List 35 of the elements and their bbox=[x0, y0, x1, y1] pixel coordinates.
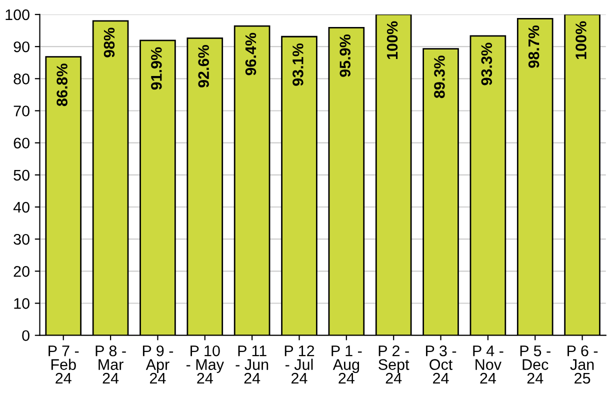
x-tick-label: P 6 - Jan 25 bbox=[568, 345, 598, 384]
y-tick-label: 70 bbox=[14, 106, 30, 116]
x-tick-label: P 7 - Feb 24 bbox=[48, 346, 79, 384]
data-label: 86.8% bbox=[56, 64, 68, 106]
x-tick-label: P 1 - Aug 24 bbox=[332, 346, 362, 384]
y-tick-label: 30 bbox=[14, 234, 30, 245]
data-label: 95.9% bbox=[340, 34, 351, 77]
y-tick-label: 0 bbox=[22, 330, 30, 342]
data-label: 93.1% bbox=[292, 43, 304, 86]
y-tick-label: 10 bbox=[14, 298, 30, 309]
data-label: 98.7% bbox=[528, 25, 540, 68]
data-label: 100% bbox=[386, 21, 398, 60]
data-label: 92.6% bbox=[198, 45, 209, 88]
y-tick-label: 20 bbox=[14, 266, 30, 277]
x-tick-label: P 3 - Oct 24 bbox=[426, 345, 456, 384]
data-label: 91.9% bbox=[151, 47, 162, 90]
x-tick-label: P 11 - Jun 24 bbox=[236, 346, 268, 384]
y-tick-label: 90 bbox=[14, 41, 30, 52]
y-tick-label: 80 bbox=[14, 74, 30, 84]
x-tick-label: P 2 - Sept 24 bbox=[378, 345, 410, 384]
data-label: 89.3% bbox=[434, 56, 445, 98]
data-label: 93.3% bbox=[481, 42, 492, 86]
data-label: 96.4% bbox=[245, 32, 256, 76]
data-label: 98% bbox=[104, 28, 115, 58]
y-tick-label: 50 bbox=[14, 170, 30, 181]
y-tick-label: 40 bbox=[13, 202, 30, 213]
x-tick-label: P 4 - Nov 24 bbox=[473, 346, 504, 384]
x-tick-label: P 9 - Apr 24 bbox=[142, 345, 174, 384]
x-tick-label: P 10 - May 24 bbox=[186, 345, 224, 384]
data-label: 100% bbox=[576, 21, 586, 60]
x-tick-label: P 8 - Mar 24 bbox=[96, 345, 126, 384]
x-tick-label: P 5 - Dec 24 bbox=[520, 346, 550, 384]
y-tick-label: 100 bbox=[6, 9, 30, 20]
x-tick-label: P 12 - Jul 24 bbox=[284, 345, 314, 384]
y-tick-label: 60 bbox=[14, 138, 30, 149]
